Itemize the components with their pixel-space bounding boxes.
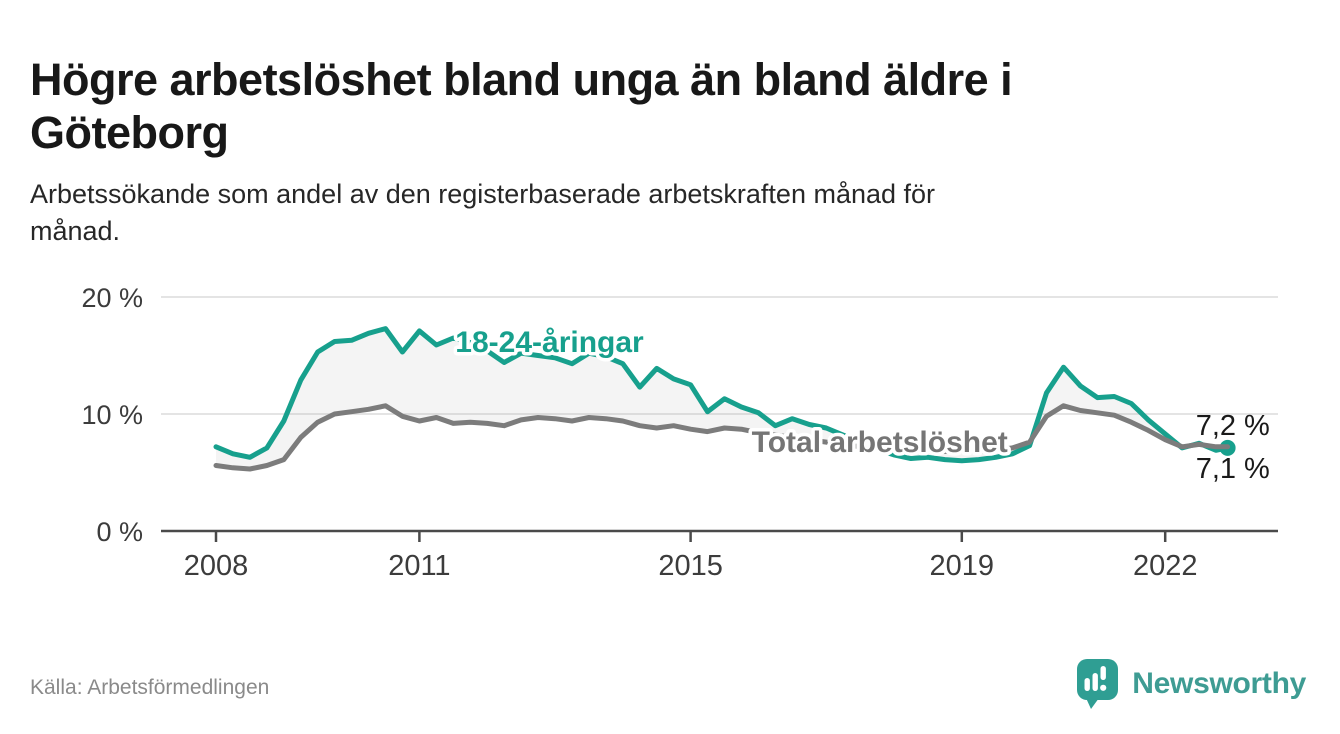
subtitle-line-2: månad. bbox=[30, 216, 121, 247]
chart-subtitle: Arbetssökande som andel av den registerb… bbox=[30, 176, 1250, 251]
line-total bbox=[213, 403, 1231, 472]
fill-between-area bbox=[216, 328, 1228, 469]
y-tick-label: 10 % bbox=[81, 400, 143, 430]
x-tick-label: 2019 bbox=[930, 550, 995, 582]
bar-chart-speech-bubble-icon bbox=[1077, 659, 1119, 709]
series-label-young: 18-24-åringar bbox=[455, 326, 644, 359]
line-young bbox=[213, 326, 1231, 464]
subtitle-line-1: Arbetssökande som andel av den registerb… bbox=[30, 179, 936, 209]
end-value-label-young: 7,1 % bbox=[1196, 453, 1270, 485]
end-value-label-total: 7,2 % bbox=[1196, 410, 1270, 442]
line-chart: 0 % 10 % 20 % 2008 2011 2015 2019 2022 18-24-år… bbox=[81, 283, 1278, 582]
plot-area: 0 % 10 % 20 % 2008 2011 2015 2019 2022 bbox=[81, 283, 1278, 582]
x-tick-label: 2015 bbox=[658, 550, 723, 582]
x-tick-label: 2022 bbox=[1133, 550, 1198, 582]
title-line-1: Högre arbetslöshet bland unga än bland ä… bbox=[30, 54, 1013, 106]
logo-wordmark: Newsworthy bbox=[1132, 667, 1306, 700]
series-label-total: Total arbetslöshet bbox=[752, 426, 1008, 459]
page-title: Högre arbetslöshet bland unga än bland ä… bbox=[30, 54, 1320, 159]
y-tick-label: 20 % bbox=[81, 283, 143, 313]
title-line-2: Göteborg bbox=[30, 106, 229, 158]
source-note: Källa: Arbetsförmedlingen bbox=[30, 676, 270, 699]
y-tick-label: 0 % bbox=[96, 517, 143, 547]
x-tick-label: 2008 bbox=[184, 550, 249, 582]
x-tick-label: 2011 bbox=[388, 550, 450, 582]
newsworthy-logo: Newsworthy bbox=[1076, 658, 1306, 710]
